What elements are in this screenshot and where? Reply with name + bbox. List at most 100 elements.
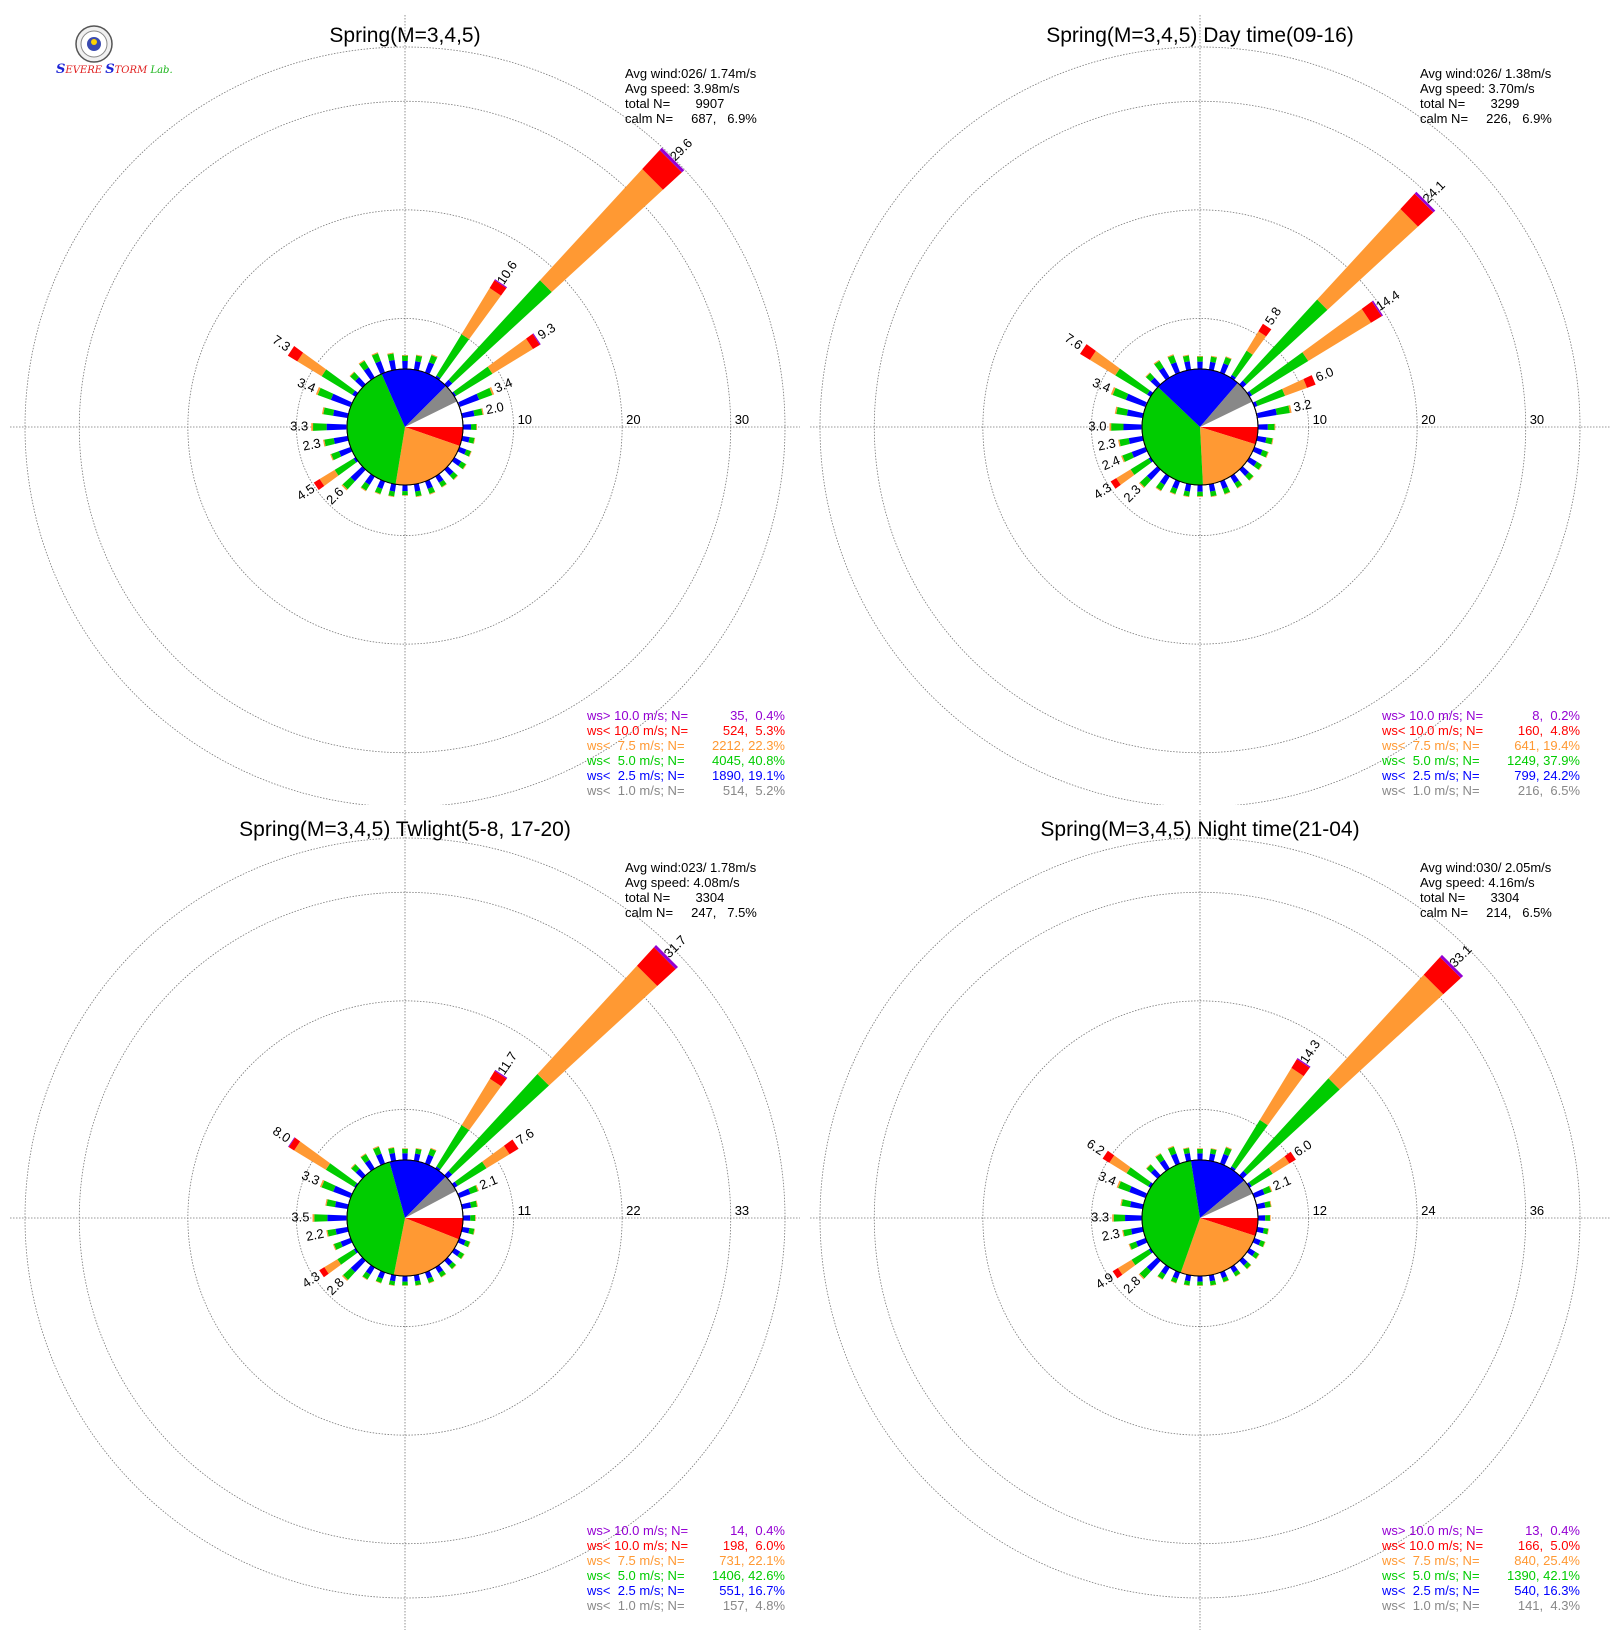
petal-segment [1246, 1182, 1252, 1188]
petal-segment [1131, 1249, 1152, 1266]
petal-segment [1208, 1274, 1216, 1282]
petal [1256, 1200, 1272, 1210]
petal-segment [349, 371, 355, 377]
petal-segment [435, 474, 444, 483]
petal-segment [448, 1261, 456, 1269]
legend-value: 524, 5.3% [723, 723, 786, 738]
petal-segment [1125, 1214, 1142, 1222]
petal-segment [1146, 1257, 1161, 1272]
legend-value: 840, 25.4% [1514, 1553, 1580, 1568]
petal-label: 2.3 [301, 435, 322, 453]
petal [1114, 406, 1144, 419]
petal-segment [1123, 423, 1142, 431]
petal-segment [1156, 481, 1165, 491]
petal-segment [457, 1251, 465, 1259]
petal-segment [1220, 1270, 1228, 1279]
petal [360, 473, 375, 492]
petal [1208, 1148, 1217, 1162]
petal-segment [1169, 491, 1176, 495]
ring-label: 22 [626, 1203, 640, 1218]
legend-value: 14, 0.4% [730, 1523, 785, 1538]
petal: 6.0 [1252, 364, 1336, 408]
petal-label: 9.3 [535, 320, 558, 343]
petal-segment [1197, 356, 1203, 362]
petal-segment [1245, 472, 1254, 481]
petal-label: 3.3 [299, 1167, 321, 1188]
petal-segment [1129, 1201, 1144, 1210]
petal-segment [1233, 1269, 1241, 1277]
petal-segment [1110, 478, 1121, 489]
petal [1182, 354, 1192, 371]
petal [1183, 1147, 1192, 1162]
petal [349, 371, 366, 388]
petal: 3.3 [1091, 1209, 1143, 1224]
petal [1252, 446, 1269, 458]
petal: 3.3 [290, 418, 348, 433]
petal-segment [360, 1154, 370, 1163]
petal-segment [1223, 1147, 1232, 1157]
petal-segment [1197, 1148, 1203, 1149]
class-pie-slice [1157, 368, 1238, 427]
petal-segment [376, 1153, 385, 1166]
lab-logo: SEVERE STORM Lab. [52, 24, 173, 86]
petal-segment [326, 423, 347, 431]
class-pie-slice [1200, 427, 1256, 485]
legend-value: 13, 0.4% [1525, 1523, 1580, 1538]
petal-label: 3.3 [1091, 1209, 1109, 1224]
petal-segment [428, 355, 438, 365]
petal-segment [1123, 1228, 1133, 1237]
petal-segment [1249, 476, 1254, 481]
petal [401, 354, 409, 370]
petal-segment [1157, 1275, 1163, 1280]
petal-segment [464, 449, 472, 457]
petal-segment [1122, 1229, 1125, 1237]
petal [1167, 1145, 1181, 1166]
petal [1219, 1146, 1233, 1166]
petal-segment [1230, 474, 1239, 484]
petal [325, 1198, 349, 1210]
petal-segment [1265, 451, 1269, 458]
petal-segment [416, 354, 423, 357]
petal-segment [1150, 1168, 1161, 1179]
legend-label: ws< 1.0 m/s; N= [586, 783, 685, 798]
petal-segment [436, 334, 470, 379]
legend-label: ws< 1.0 m/s; N= [586, 1598, 685, 1613]
legend-label: ws> 10.0 m/s; N= [1381, 1523, 1483, 1538]
stat-line: Avg speed: 3.70m/s [1420, 81, 1535, 96]
petal-segment [373, 1146, 382, 1156]
petal [360, 1153, 375, 1172]
outer-ring [819, 46, 1581, 805]
petal-segment [487, 338, 534, 374]
petal: 3.3 [299, 1167, 353, 1199]
legend-label: ws> 10.0 m/s; N= [1381, 708, 1483, 723]
petal-segment [1125, 393, 1147, 407]
petal [332, 1237, 353, 1251]
petal-segment [388, 1147, 395, 1154]
petal-segment [463, 424, 471, 430]
petal-segment [1183, 1284, 1190, 1287]
class-pie-slice [405, 427, 463, 446]
petal: 3.4 [1090, 375, 1148, 408]
legend-label: ws< 5.0 m/s; N= [1381, 1568, 1480, 1583]
petal-segment [402, 1148, 408, 1149]
petal [1183, 483, 1192, 498]
petal [424, 479, 436, 495]
petal-segment [1258, 1215, 1266, 1221]
class-pie-slice [405, 1218, 463, 1240]
petal-segment [1145, 1163, 1151, 1169]
petal-segment [1197, 1148, 1203, 1154]
petal [413, 354, 423, 371]
petal-segment [1252, 1238, 1261, 1246]
petal-segment [460, 1254, 465, 1260]
petal-segment [1126, 1167, 1151, 1187]
petal-segment [319, 1267, 329, 1278]
petal-segment [427, 1276, 435, 1284]
petal [1157, 1264, 1170, 1280]
petal-segment [337, 1249, 357, 1265]
petal-label: 7.6 [513, 1125, 536, 1148]
range-ring [296, 1109, 514, 1327]
petal-segment [1146, 466, 1161, 481]
petal-segment [1223, 1279, 1229, 1283]
petal: 3.5 [291, 1209, 348, 1224]
legend-value: 141, 4.3% [1518, 1598, 1581, 1613]
